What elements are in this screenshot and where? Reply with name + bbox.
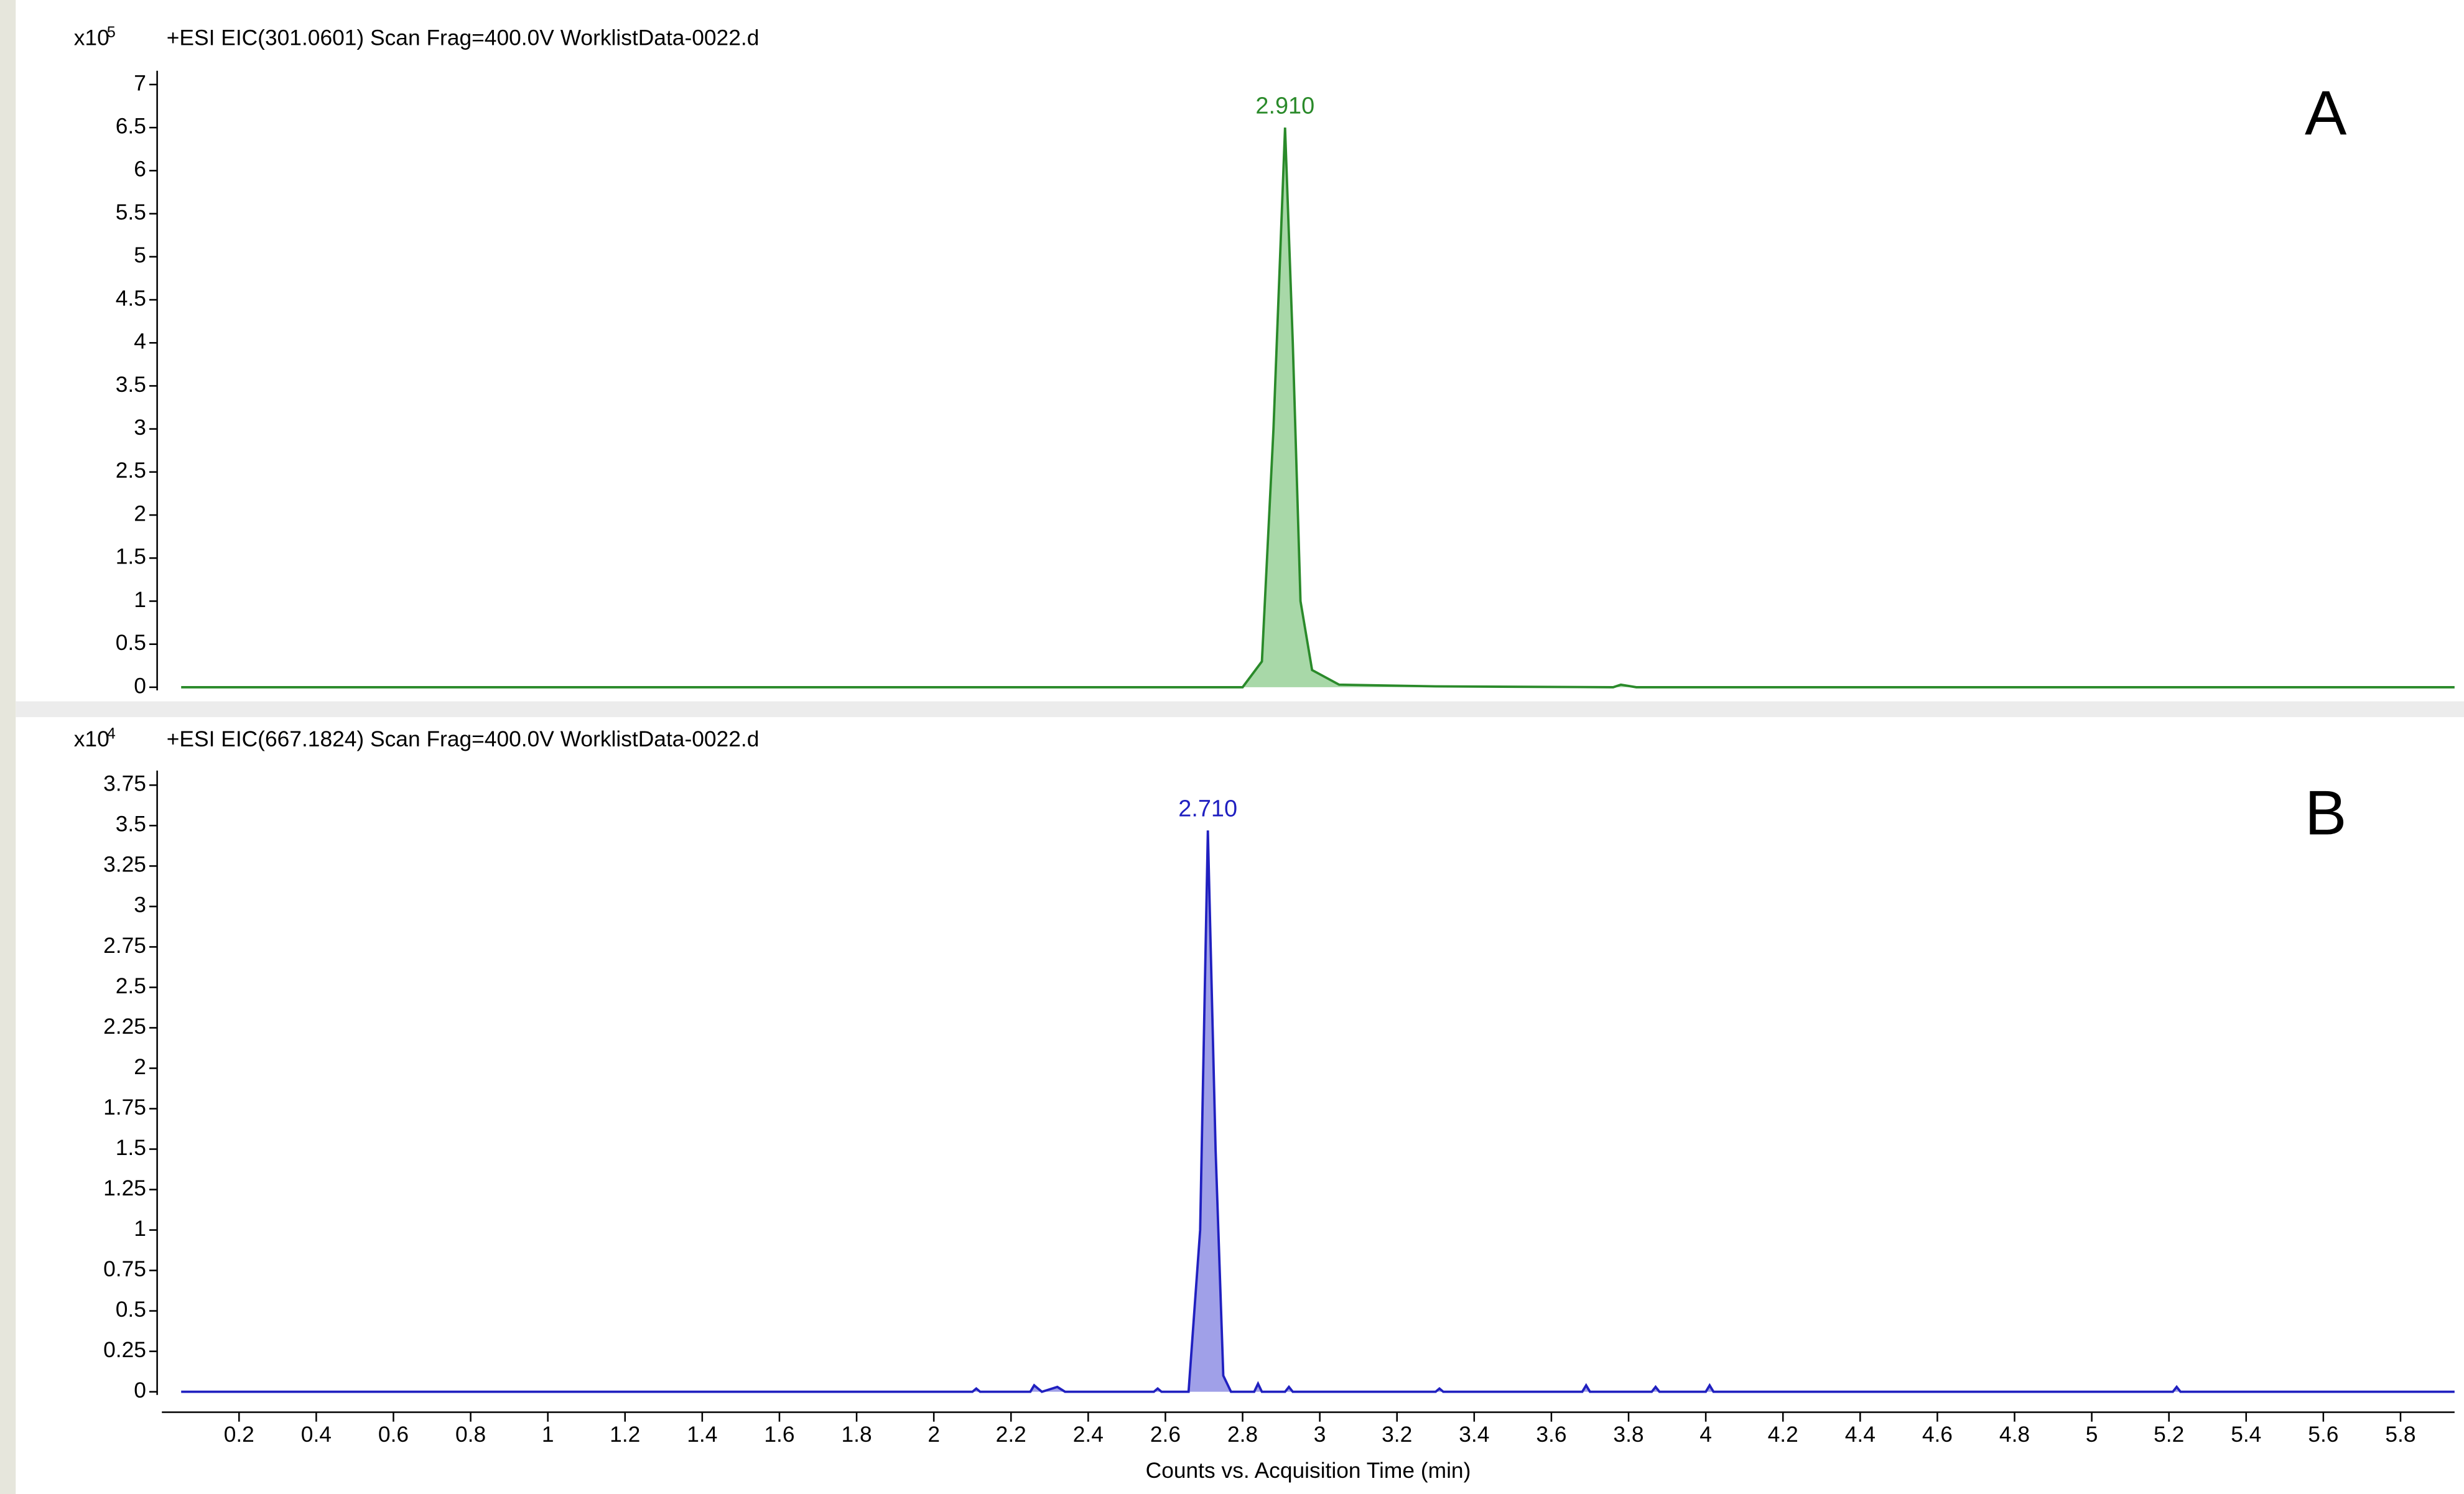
left-strip: [0, 0, 16, 1494]
x-tick-label: 0.8: [455, 1422, 486, 1447]
y-tick-label: 2: [134, 501, 146, 526]
y-tick-label: 1: [134, 588, 146, 612]
y-tick-label: 3: [134, 893, 146, 917]
y-tick-label: 0: [134, 674, 146, 698]
x-tick-label: 2.8: [1227, 1422, 1258, 1447]
x-tick-label: 4.8: [1999, 1422, 2030, 1447]
y-multiplier: x10: [74, 26, 109, 50]
chart-title: +ESI EIC(667.1824) Scan Frag=400.0V Work…: [167, 727, 760, 751]
y-tick-label: 6.5: [116, 114, 146, 138]
y-tick-label: 1.25: [103, 1176, 146, 1200]
x-tick-label: 2.6: [1150, 1422, 1181, 1447]
x-tick-label: 5: [2086, 1422, 2098, 1447]
y-tick-label: 7: [134, 71, 146, 95]
x-tick-label: 5.2: [2154, 1422, 2184, 1447]
y-tick-label: 3: [134, 415, 146, 440]
y-tick-label: 0.5: [116, 631, 146, 655]
x-tick-label: 5.8: [2385, 1422, 2415, 1447]
y-tick-label: 4.5: [116, 286, 146, 310]
y-tick-label: 1.75: [103, 1095, 146, 1120]
y-tick-label: 3.5: [116, 373, 146, 397]
y-multiplier-exponent: 4: [107, 725, 116, 742]
y-tick-label: 2: [134, 1055, 146, 1079]
y-tick-label: 6: [134, 157, 146, 182]
x-tick-label: 4.4: [1845, 1422, 1876, 1447]
y-tick-label: 2.75: [103, 934, 146, 958]
panel-label: A: [2305, 78, 2347, 148]
x-tick-label: 1.8: [841, 1422, 872, 1447]
x-tick-label: 5.6: [2308, 1422, 2338, 1447]
x-tick-label: 4.2: [1768, 1422, 1798, 1447]
x-tick-label: 0.6: [378, 1422, 409, 1447]
y-multiplier-exponent: 5: [107, 24, 116, 41]
y-tick-label: 3.25: [103, 853, 146, 877]
y-tick-label: 3.5: [116, 812, 146, 837]
y-tick-label: 2.5: [116, 974, 146, 998]
y-tick-label: 1.5: [116, 545, 146, 569]
trace-line: [181, 128, 2455, 689]
x-tick-label: 3: [1314, 1422, 1326, 1447]
panel-separator: [16, 701, 2464, 717]
y-multiplier: x10: [74, 727, 109, 751]
x-tick-label: 0.2: [224, 1422, 254, 1447]
panel-label: B: [2305, 777, 2346, 848]
x-tick-label: 2.4: [1073, 1422, 1104, 1447]
peak-label: 2.910: [1255, 93, 1314, 119]
trace-line: [181, 830, 2455, 1393]
y-tick-label: 5.5: [116, 200, 146, 225]
y-tick-label: 1.5: [116, 1136, 146, 1160]
y-tick-label: 1: [134, 1217, 146, 1241]
x-tick-label: 1: [542, 1422, 554, 1447]
y-tick-label: 2.25: [103, 1014, 146, 1039]
x-tick-label: 4.6: [1922, 1422, 1953, 1447]
y-tick-label: 0: [134, 1378, 146, 1403]
x-tick-label: 0.4: [301, 1422, 332, 1447]
x-tick-label: 2: [927, 1422, 940, 1447]
x-tick-label: 2.2: [996, 1422, 1026, 1447]
x-axis-label: Counts vs. Acquisition Time (min): [1146, 1459, 1471, 1483]
y-tick-label: 5: [134, 243, 146, 267]
y-tick-label: 0.75: [103, 1257, 146, 1281]
x-tick-label: 1.2: [610, 1422, 640, 1447]
y-tick-label: 2.5: [116, 458, 146, 483]
y-tick-label: 0.5: [116, 1297, 146, 1322]
x-tick-label: 3.6: [1536, 1422, 1566, 1447]
y-tick-label: 0.25: [103, 1338, 146, 1362]
x-tick-label: 3.8: [1613, 1422, 1643, 1447]
x-tick-label: 3.4: [1459, 1422, 1489, 1447]
x-tick-label: 3.2: [1382, 1422, 1412, 1447]
x-tick-label: 4: [1699, 1422, 1712, 1447]
peak-label: 2.710: [1178, 796, 1237, 822]
y-tick-label: 3.75: [103, 772, 146, 796]
y-tick-label: 4: [134, 330, 146, 354]
x-tick-label: 1.6: [764, 1422, 794, 1447]
chart-title: +ESI EIC(301.0601) Scan Frag=400.0V Work…: [167, 26, 760, 50]
x-tick-label: 5.4: [2231, 1422, 2261, 1447]
x-tick-label: 1.4: [687, 1422, 717, 1447]
